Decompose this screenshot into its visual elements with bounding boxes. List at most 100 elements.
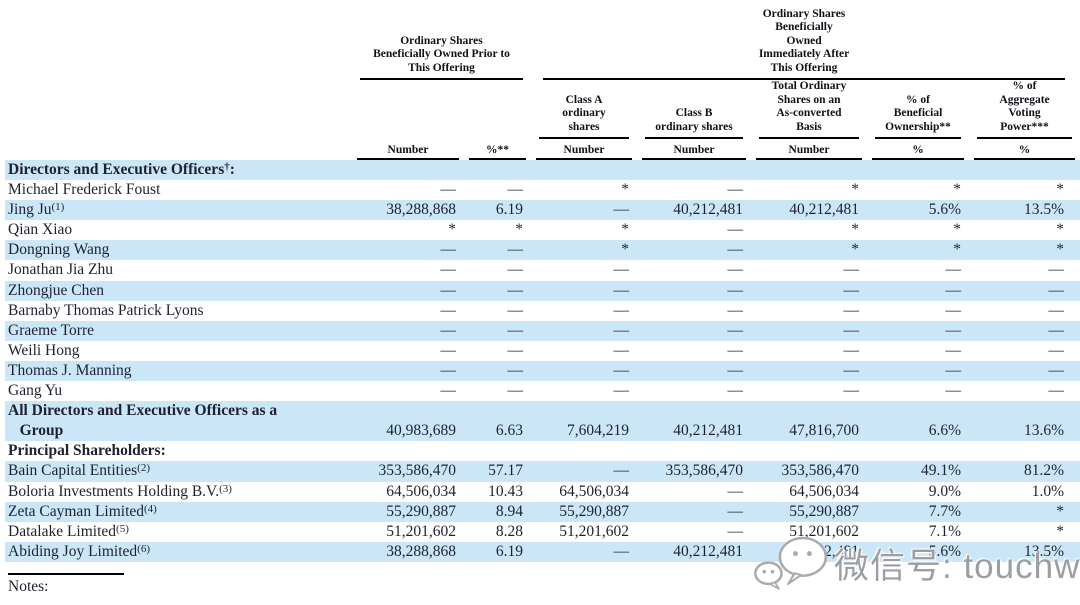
value-cell: —: [843, 281, 860, 299]
value-cell: —: [727, 261, 744, 279]
sub-header-class-a: Class A ordinary shares: [531, 80, 637, 139]
value-cell: 5.6%: [928, 542, 961, 560]
value-cell: 57.17: [488, 462, 523, 480]
value-cell: [969, 441, 1080, 461]
col-header-number-prior: Number: [352, 139, 464, 160]
value-cell: —: [945, 281, 962, 299]
table-row: Jonathan Jia Zhu — — — — — — —: [5, 260, 1080, 280]
value-cell: —: [727, 181, 744, 199]
value-cell: —: [727, 341, 744, 359]
value-cell: —: [1048, 301, 1065, 319]
value-cell: 8.28: [495, 522, 523, 540]
value-cell: *: [851, 241, 859, 259]
value-cell: —: [507, 321, 524, 339]
value-cell: —: [613, 201, 630, 219]
row-label: Gang Yu: [8, 382, 63, 400]
value-cell: [751, 441, 867, 461]
value-cell: —: [507, 281, 524, 299]
col-header-percent-prior-label: %**: [469, 144, 526, 160]
value-cell: —: [843, 382, 860, 400]
value-cell: 6.19: [495, 201, 523, 219]
col-header-number-total-label: Number: [756, 144, 862, 160]
value-cell: *: [621, 221, 629, 239]
value-cell: —: [1048, 361, 1065, 379]
value-cell: —: [727, 241, 744, 259]
group-header-row: Ordinary Shares Beneficially Owned Prior…: [5, 2, 1080, 80]
value-cell: —: [613, 542, 630, 560]
value-cell: 55,290,887: [559, 502, 629, 520]
header-spacer: [5, 2, 352, 80]
value-cell: 40,212,481: [789, 201, 859, 219]
row-label: Zhongjue Chen: [8, 281, 104, 299]
header-spacer: [5, 80, 352, 139]
value-cell: 64,506,034: [386, 482, 456, 500]
sub-header-beneficial-ownership: % of Beneficial Ownership**: [867, 80, 969, 139]
group-header-after-offering-label: Ordinary Shares Beneficially Owned Immed…: [543, 8, 1066, 80]
footnote-marker: (5): [116, 522, 129, 535]
value-cell: —: [440, 341, 457, 359]
value-cell: 55,290,887: [789, 502, 859, 520]
col-header-number-class-a-label: Number: [536, 144, 632, 160]
value-cell: —: [507, 181, 524, 199]
col-header-number-class-b: Number: [637, 139, 751, 160]
ownership-table: Ordinary Shares Beneficially Owned Prior…: [5, 2, 1080, 562]
value-cell: *: [621, 241, 629, 259]
header-spacer: [5, 139, 352, 160]
value-cell: —: [507, 261, 524, 279]
row-label: Datalake Limited(5): [8, 522, 129, 540]
footnote-marker: †: [224, 161, 230, 173]
value-cell: —: [1048, 261, 1065, 279]
value-cell: 49.1%: [920, 462, 961, 480]
value-cell: 51,201,602: [559, 522, 629, 540]
value-cell: —: [727, 281, 744, 299]
value-cell: —: [843, 261, 860, 279]
header-spacer: [352, 80, 531, 139]
col-header-number-class-a: Number: [531, 139, 637, 160]
col-header-number-total: Number: [751, 139, 867, 160]
table-header: Ordinary Shares Beneficially Owned Prior…: [5, 2, 1080, 160]
value-cell: [464, 441, 531, 461]
value-cell: 40,983,689: [386, 422, 456, 440]
table-row: Principal Shareholders:: [5, 441, 1080, 461]
row-label: Barnaby Thomas Patrick Lyons: [8, 301, 204, 319]
value-cell: —: [613, 321, 630, 339]
value-cell: 51,201,602: [386, 522, 456, 540]
value-cell: 38,288,868: [386, 542, 456, 560]
value-cell: 353,586,470: [781, 462, 860, 480]
value-cell: 8.94: [495, 502, 523, 520]
notes-rule: [8, 572, 124, 575]
table-row: Graeme Torre — — — — — — —: [5, 320, 1080, 341]
value-cell: —: [507, 361, 524, 379]
value-cell: *: [851, 221, 859, 239]
table-row: Jing Ju(1) 38,288,868 6.19 — 40,212,481 40,21…: [5, 200, 1080, 221]
value-cell: —: [440, 181, 457, 199]
value-cell: 64,506,034: [789, 482, 859, 500]
value-cell: 6.63: [495, 422, 523, 440]
sub-header-total-ordinary-label: Total Ordinary Shares on an As-converted…: [759, 80, 859, 139]
value-cell: 9.0%: [928, 482, 961, 500]
value-cell: 51,201,602: [789, 522, 859, 540]
table-row: Bain Capital Entities(2) 353,586,470 57.17…: [5, 461, 1080, 482]
value-cell: 353,586,470: [665, 462, 744, 480]
group-header-prior-offering-label: Ordinary Shares Beneficially Owned Prior…: [360, 35, 523, 80]
value-cell: *: [1056, 181, 1065, 199]
value-cell: —: [613, 301, 630, 319]
value-cell: 13.6%: [1023, 422, 1065, 440]
value-cell: *: [1056, 522, 1065, 540]
table-row: Zeta Cayman Limited(4) 55,290,887 8.94 55,2…: [5, 501, 1080, 522]
table-row: Directors and Executive Officers†:: [5, 160, 1080, 181]
sub-header-total-ordinary: Total Ordinary Shares on an As-converted…: [751, 80, 867, 139]
value-cell: —: [945, 321, 962, 339]
sub-header-voting-power: % of Aggregate Voting Power***: [969, 80, 1080, 139]
table-body: Directors and Executive Officers†: Michae…: [5, 160, 1080, 562]
notes-label: Notes:: [8, 577, 49, 595]
value-cell: 13.5%: [1023, 542, 1065, 560]
col-header-percent-ownership: %: [867, 139, 969, 160]
value-cell: 38,288,868: [386, 201, 456, 219]
sub-header-voting-power-label: % of Aggregate Voting Power***: [977, 80, 1073, 139]
table-row: Qian Xiao * * * — * * *: [5, 220, 1080, 240]
table-row: Thomas J. Manning — — — — — — —: [5, 360, 1080, 382]
table-row: Abiding Joy Limited(6) 38,288,868 6.19 — 40,…: [5, 541, 1080, 562]
value-cell: —: [945, 361, 962, 379]
row-label: Michael Frederick Foust: [8, 181, 161, 199]
